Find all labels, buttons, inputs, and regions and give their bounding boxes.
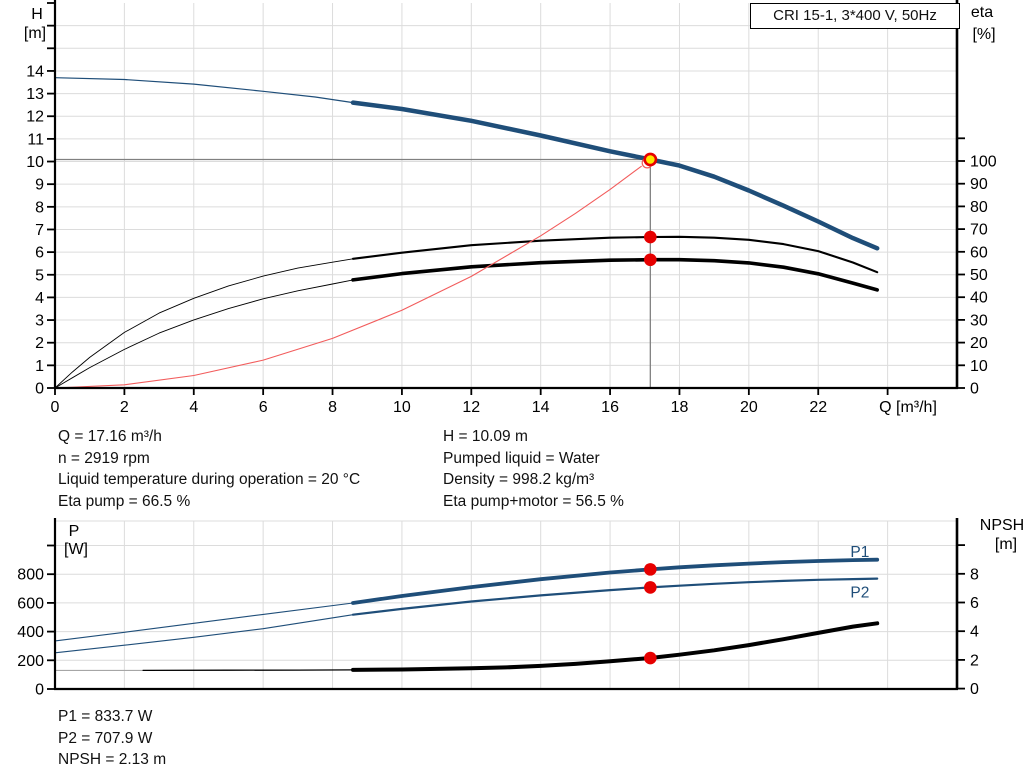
axis-text: 3 xyxy=(35,313,44,330)
axis-text: 100 xyxy=(970,154,997,171)
p1-value: P1 = 833.7 W xyxy=(58,708,153,725)
axis-text: 0 xyxy=(970,381,979,398)
axis-text: 8 xyxy=(35,199,44,216)
axis-text: P2 xyxy=(850,585,869,602)
axis-text: 8 xyxy=(970,566,979,583)
axis-text: 30 xyxy=(970,312,988,329)
axis-text: 14 xyxy=(26,63,44,80)
p2-value: P2 = 707.9 W xyxy=(58,729,153,747)
axis-text: 16 xyxy=(601,399,619,416)
axis-text: [m] xyxy=(24,25,46,42)
system-curve xyxy=(54,165,642,389)
axis-text: 4 xyxy=(970,624,979,641)
axis-text: 200 xyxy=(17,653,44,670)
axis-text: 4 xyxy=(189,399,198,416)
pump-identification-box: CRI 15-1, 3*400 V, 50Hz xyxy=(750,3,960,29)
axis-text: 10 xyxy=(393,399,411,416)
npsh-point xyxy=(644,651,657,665)
series-label-p2: P2 xyxy=(850,585,869,602)
axis-text: 80 xyxy=(970,199,988,216)
duty-crosshair xyxy=(55,158,651,388)
axis-text: 1 xyxy=(35,358,44,375)
axis-text: 6 xyxy=(35,245,44,262)
axis-text: 7 xyxy=(35,222,44,239)
axis-text: 60 xyxy=(970,244,988,261)
npsh-curve xyxy=(54,621,880,672)
eta-pump-curve xyxy=(54,235,879,389)
axis-text: [W] xyxy=(64,541,88,558)
axis-text: P xyxy=(69,523,80,540)
power-info: P1 = 833.7 W P2 = 707.9 W NPSH = 2.13 m xyxy=(58,706,166,771)
eta-pump-motor-curve xyxy=(54,257,880,389)
qh-eta-chart-grid xyxy=(55,3,957,388)
eta-pump-point xyxy=(644,230,657,244)
series-label-p1: P1 xyxy=(850,544,869,561)
axis-text: 22 xyxy=(809,399,827,416)
qh-eta-chart-axes: 0123456789101112131401020304050607080901… xyxy=(26,0,997,416)
axis-text: eta xyxy=(971,4,993,21)
npsh-value: NPSH = 2.13 m xyxy=(58,751,167,769)
axis-text: P1 xyxy=(850,544,869,561)
axis-text: 400 xyxy=(17,624,44,641)
head-value: H = 10.09 m xyxy=(443,428,528,445)
axis-text: 0 xyxy=(51,399,60,416)
duty-info-right: H = 10.09 m Pumped liquid = Water Densit… xyxy=(443,426,624,512)
axis-text: 11 xyxy=(27,131,44,148)
axis-text: 20 xyxy=(740,399,758,416)
axis-text: 14 xyxy=(532,399,550,416)
power-npsh-chart-grid xyxy=(55,520,957,689)
eta-pump-value: Eta pump = 66.5 % xyxy=(58,492,191,510)
speed-value: n = 2919 rpm xyxy=(58,449,150,467)
axis-text: 0 xyxy=(970,681,979,698)
axis-text: 50 xyxy=(970,267,988,284)
axis-text: [m] xyxy=(995,536,1017,553)
eta-pump-motor-value: Eta pump+motor = 56.5 % xyxy=(443,492,624,510)
axis-text: 12 xyxy=(26,109,44,126)
p2-curve xyxy=(54,577,879,654)
axis-text: 10 xyxy=(970,358,988,375)
axis-text: 0 xyxy=(35,682,44,699)
eta-pump-motor-point xyxy=(644,253,657,267)
p1-point xyxy=(644,563,657,576)
axis-text: Q [m³/h] xyxy=(879,399,937,416)
p1-curve xyxy=(54,557,880,642)
head-curve xyxy=(54,77,880,251)
axis-text: [%] xyxy=(972,26,995,43)
power-npsh-chart-axes: 0 200 400 600 800 0 2 4 6 8 xyxy=(17,518,979,699)
axis-text: 600 xyxy=(17,595,44,612)
axis-text: 13 xyxy=(26,86,44,103)
axis-text: 800 xyxy=(17,567,44,584)
axis-text: 70 xyxy=(970,222,988,239)
flow-value: Q = 17.16 m³/h xyxy=(58,428,162,445)
axis-text: 40 xyxy=(970,290,988,307)
axis-text: NPSH xyxy=(980,517,1024,534)
axis-text: 0 xyxy=(35,381,44,398)
axis-text: 12 xyxy=(462,399,480,416)
p2-point xyxy=(644,581,657,594)
axis-text: 2 xyxy=(35,335,44,352)
axis-text: 6 xyxy=(259,399,268,416)
axis-text: 20 xyxy=(970,335,988,352)
liquid-temperature-value: Liquid temperature during operation = 20… xyxy=(58,471,361,489)
axis-headers: H [m] eta [%] P[W] NPSH [m] xyxy=(24,4,1024,558)
axis-text: 2 xyxy=(120,399,129,416)
axis-text: 2 xyxy=(970,652,979,669)
pumped-liquid-value: Pumped liquid = Water xyxy=(443,449,600,467)
axis-text: 18 xyxy=(671,399,689,416)
duty-info-left: Q = 17.16 m³/h n = 2919 rpm Liquid tempe… xyxy=(58,426,360,512)
axis-text: 8 xyxy=(328,399,337,416)
duty-point[interactable] xyxy=(643,152,658,167)
axis-text: 10 xyxy=(26,154,44,171)
axis-text: 6 xyxy=(970,595,979,612)
axis-text: 5 xyxy=(35,267,44,284)
density-value: Density = 998.2 kg/m³ xyxy=(443,471,595,489)
axis-text: 9 xyxy=(35,177,44,194)
axis-text: 90 xyxy=(970,176,988,193)
axis-text: H xyxy=(31,6,43,23)
axis-text: 4 xyxy=(35,290,44,307)
